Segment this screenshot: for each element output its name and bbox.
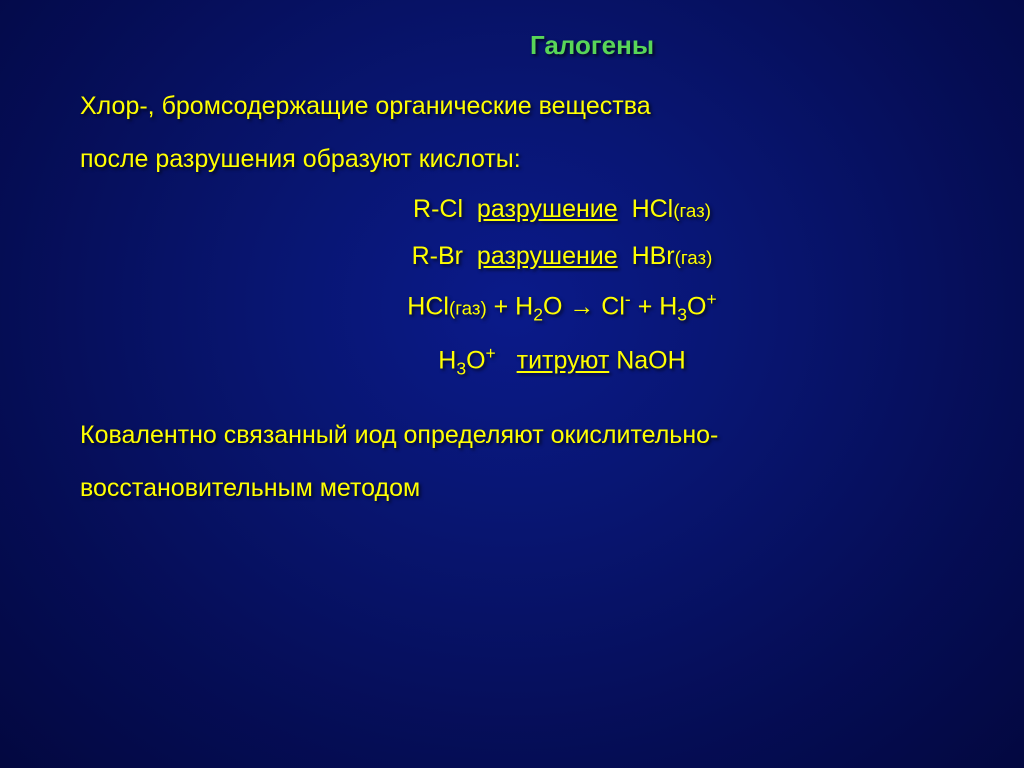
r3-s2: O → Cl (543, 292, 625, 320)
r3-supp: + (706, 289, 716, 309)
r3-plus2: + H (631, 292, 678, 320)
r3-plus1: + H (487, 292, 534, 320)
reaction-4: H3O+ титруют NaOH (60, 343, 964, 379)
intro-line-2: после разрушения образуют кислоты: (60, 142, 964, 177)
r4-supp: + (486, 343, 496, 363)
bottom-line-2: восстановительным методом (60, 471, 964, 506)
bottom-line-1: Ковалентно связанный иод определяют окис… (60, 418, 964, 453)
r2-left: R-Br (412, 242, 463, 270)
r4-mid: титруют (517, 347, 610, 375)
r4-s1: H (438, 347, 456, 375)
r1-right: HCl (632, 195, 674, 223)
r2-mid: разрушение (477, 242, 618, 270)
r4-s2: O (466, 347, 485, 375)
r3-n1: (газ) (449, 297, 487, 318)
reaction-1: R-Cl разрушение HCl(газ) (60, 195, 964, 224)
r3-sub2a: 2 (533, 304, 543, 324)
r4-sub3: 3 (456, 359, 466, 379)
r2-right: HBr (632, 242, 675, 270)
r4-right: NaOH (616, 347, 685, 375)
r2-note: (газ) (675, 247, 713, 268)
slide-title: Галогены (60, 30, 964, 61)
reaction-2: R-Br разрушение HBr(газ) (60, 242, 964, 271)
slide-container: Галогены Хлор-, бромсодержащие органичес… (0, 0, 1024, 768)
r1-note: (газ) (673, 200, 711, 221)
r1-left: R-Cl (413, 195, 463, 223)
reaction-3: HCl(газ) + H2O → Cl- + H3O+ (60, 289, 964, 325)
r3-s3: O (687, 292, 706, 320)
bottom-block: Ковалентно связанный иод определяют окис… (60, 418, 964, 506)
r3-s1: HCl (407, 292, 449, 320)
r3-sub3a: 3 (677, 304, 687, 324)
intro-line-1: Хлор-, бромсодержащие органические вещес… (60, 89, 964, 124)
r1-mid: разрушение (477, 195, 618, 223)
